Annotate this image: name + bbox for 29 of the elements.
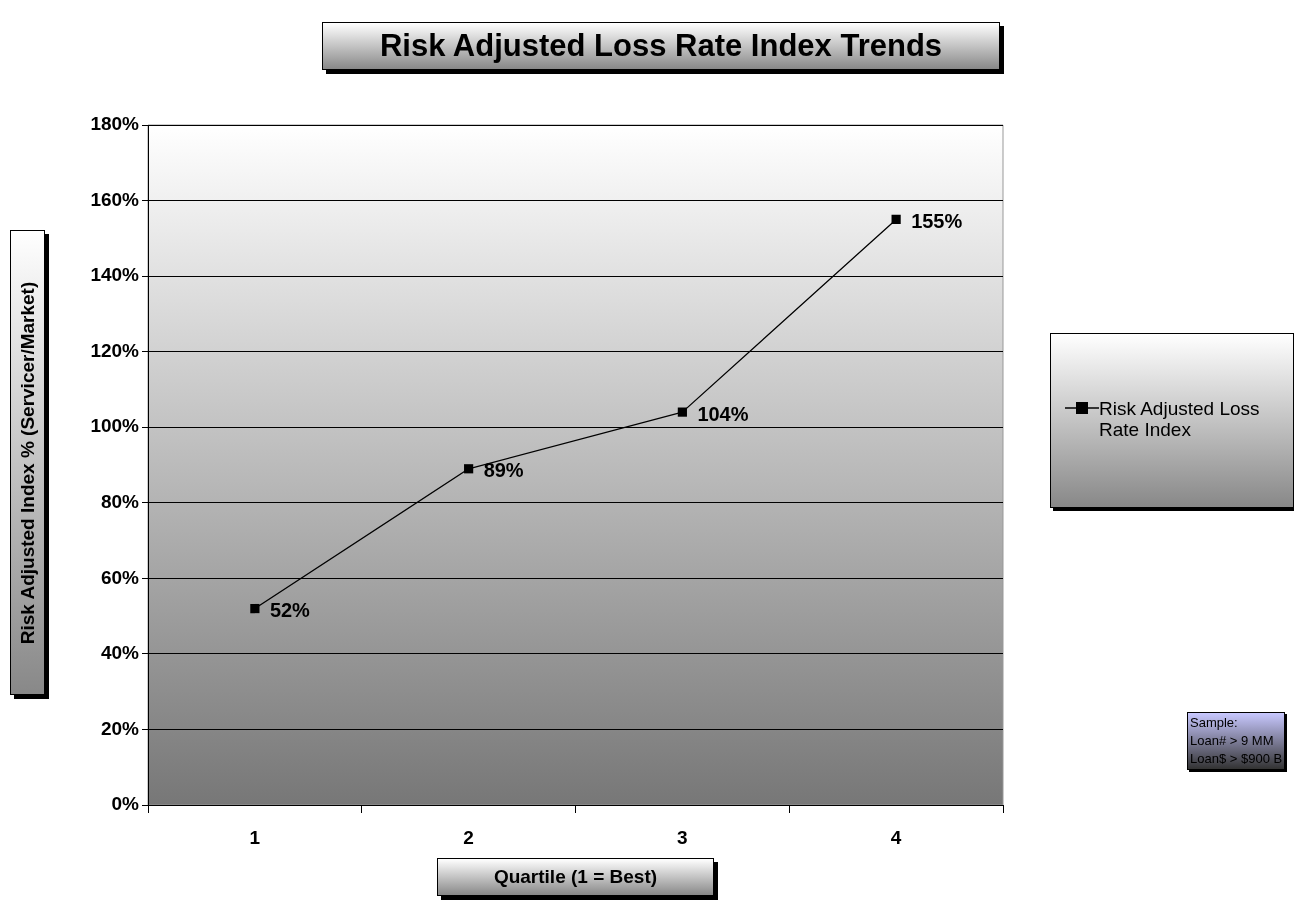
x-tick-label: 2 — [463, 826, 474, 848]
y-tick-label: 120% — [90, 339, 140, 361]
x-axis-title: Quartile (1 = Best) — [437, 858, 714, 896]
y-tick-label: 140% — [90, 264, 140, 286]
data-label: 89% — [483, 459, 524, 482]
y-tick-label: 20% — [100, 717, 140, 739]
data-label: 155% — [911, 209, 963, 232]
point — [677, 407, 687, 417]
y-tick-label: 160% — [90, 188, 140, 210]
legend-label: Risk Adjusted Loss Rate Index — [1099, 398, 1261, 440]
y-tick-label: 100% — [90, 415, 140, 437]
point — [464, 464, 474, 474]
y-tick-label: 180% — [90, 113, 140, 135]
x-tick-label: 1 — [249, 826, 261, 848]
x-tick-label: 4 — [890, 826, 902, 848]
data-label: 104% — [697, 402, 749, 425]
y-axis-title: Risk Adjusted Index % (Servicer/Market) — [16, 281, 39, 644]
point — [891, 214, 901, 225]
point — [250, 603, 260, 614]
x-tick-label: 3 — [677, 826, 688, 848]
chart-title: Risk Adjusted Loss Rate Index Trends — [322, 22, 1000, 70]
text: Loan# > 9 MM — [1190, 733, 1274, 748]
y-tick-label: 80% — [100, 491, 140, 513]
text: Loan$ > $900 B — [1190, 751, 1283, 766]
y-tick-label: 40% — [100, 642, 140, 664]
text: Sample: — [1190, 715, 1238, 730]
y-tick-label: 60% — [100, 566, 140, 588]
data-label: 52% — [269, 599, 311, 622]
y-tick-label: 0% — [111, 793, 140, 815]
